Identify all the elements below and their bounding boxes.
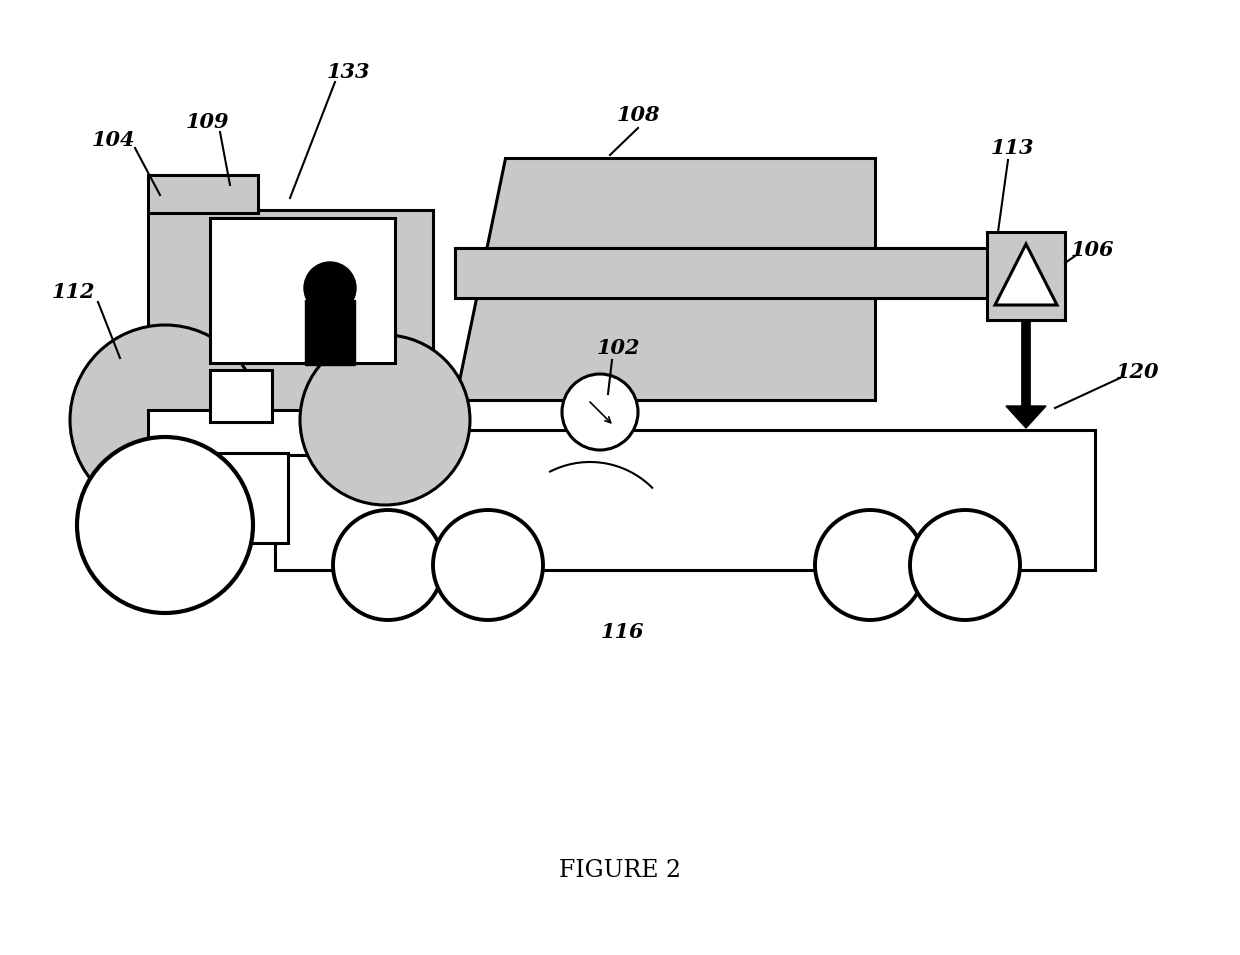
Bar <box>210 370 272 422</box>
Polygon shape <box>994 244 1056 305</box>
Text: 106: 106 <box>1070 240 1114 260</box>
Bar <box>148 210 433 430</box>
Text: 108: 108 <box>616 105 660 125</box>
Bar <box>305 300 355 365</box>
Circle shape <box>815 510 925 620</box>
Bar <box>148 410 448 455</box>
Bar <box>210 218 396 363</box>
Circle shape <box>562 374 639 450</box>
Circle shape <box>433 510 543 620</box>
Bar <box>455 248 990 298</box>
Bar <box>148 453 288 543</box>
Text: FIGURE 2: FIGURE 2 <box>559 859 681 881</box>
Polygon shape <box>1006 406 1047 428</box>
Circle shape <box>77 437 253 613</box>
Text: 113: 113 <box>991 138 1034 158</box>
Text: 133: 133 <box>326 62 370 82</box>
Text: 102: 102 <box>596 338 640 358</box>
Circle shape <box>69 325 260 515</box>
Circle shape <box>300 335 470 505</box>
Bar <box>148 175 258 213</box>
Circle shape <box>304 262 356 314</box>
Bar <box>455 248 999 298</box>
Text: 120: 120 <box>1115 362 1158 382</box>
Text: 104: 104 <box>92 130 135 150</box>
Bar <box>275 430 1095 570</box>
Circle shape <box>334 510 443 620</box>
Text: 112: 112 <box>51 282 94 302</box>
Polygon shape <box>455 158 875 400</box>
Text: 109: 109 <box>185 112 228 132</box>
Bar <box>987 232 1065 320</box>
Circle shape <box>910 510 1021 620</box>
Text: 116: 116 <box>600 622 644 642</box>
